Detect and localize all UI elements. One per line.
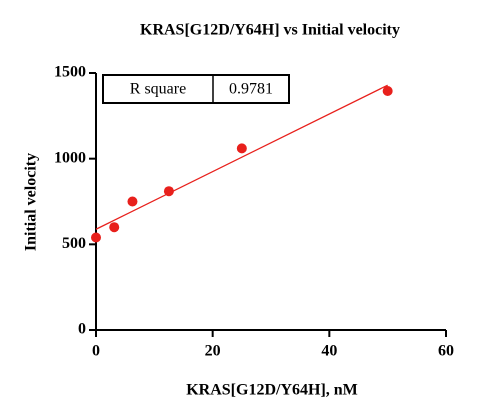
x-tick-label: 40 bbox=[321, 343, 337, 360]
y-tick-label: 0 bbox=[78, 321, 86, 338]
fit-line bbox=[95, 84, 388, 230]
stats-value: 0.9781 bbox=[229, 81, 273, 98]
y-axis-label: Initial velocity bbox=[23, 153, 40, 251]
x-tick-label: 0 bbox=[92, 343, 100, 360]
stats-box bbox=[102, 74, 290, 104]
x-tick-label: 60 bbox=[438, 343, 454, 360]
y-tick-label: 500 bbox=[62, 235, 86, 252]
data-point bbox=[127, 196, 138, 207]
x-tick-label: 20 bbox=[205, 343, 221, 360]
data-point bbox=[91, 232, 101, 243]
y-tick-label: 1500 bbox=[54, 64, 86, 81]
stats-label: R square bbox=[130, 81, 186, 98]
data-point bbox=[163, 186, 174, 197]
x-axis-label: KRAS[G12D/Y64H], nM bbox=[186, 382, 358, 399]
data-point bbox=[236, 143, 247, 154]
y-tick-label: 1000 bbox=[54, 149, 86, 166]
data-point bbox=[109, 222, 120, 233]
chart-title: KRAS[G12D/Y64H] vs Initial velocity bbox=[140, 22, 400, 39]
data-point bbox=[382, 85, 393, 96]
